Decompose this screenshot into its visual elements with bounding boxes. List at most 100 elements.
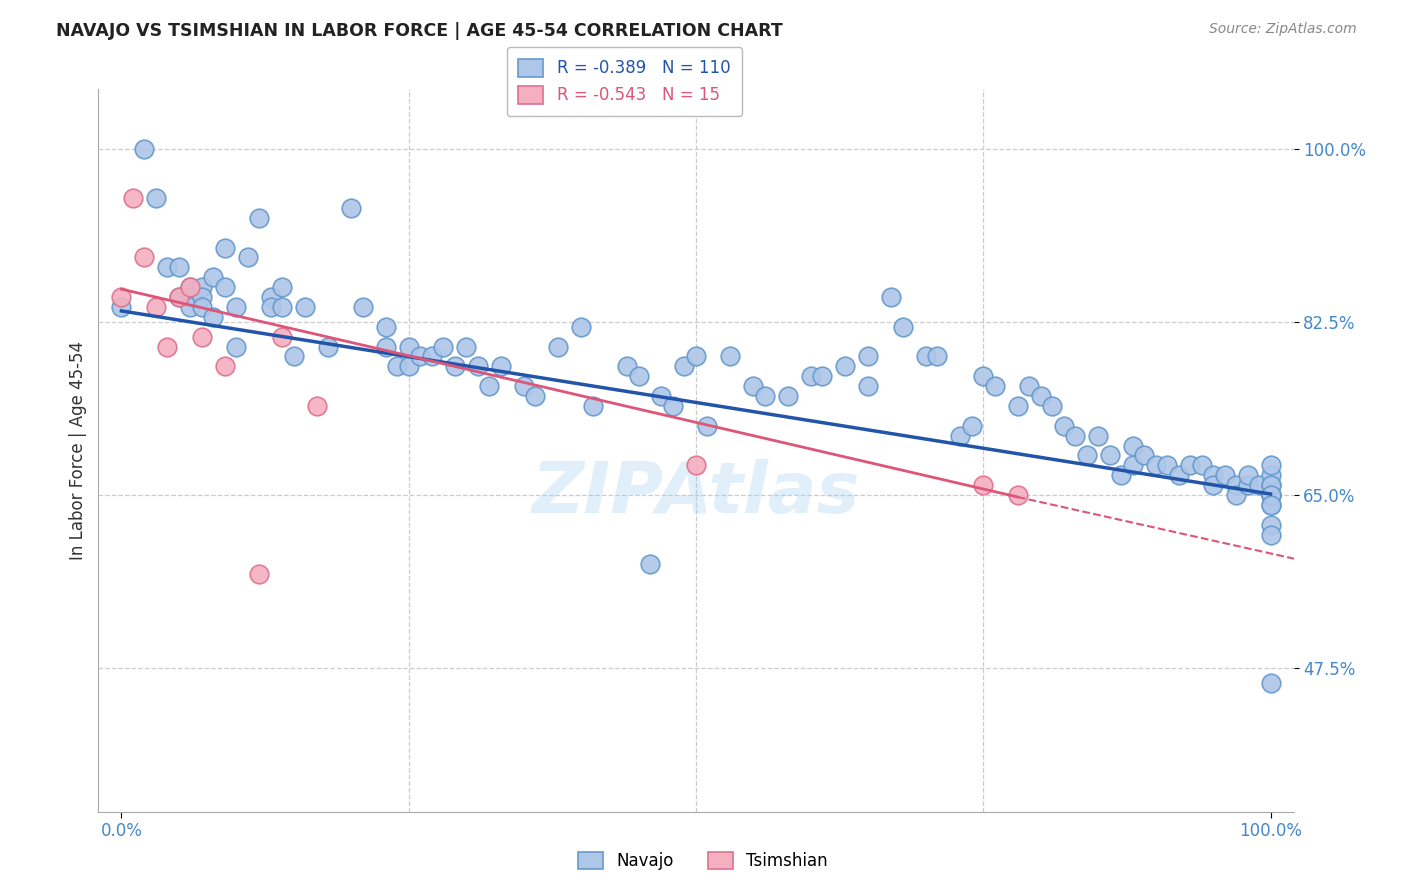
Point — [432, 339, 454, 353]
Point — [260, 290, 283, 304]
Point — [960, 418, 983, 433]
Point — [972, 478, 994, 492]
Point — [685, 458, 707, 473]
Point — [1225, 488, 1247, 502]
Point — [260, 300, 283, 314]
Point — [305, 399, 328, 413]
Point — [202, 310, 225, 324]
Point — [191, 280, 214, 294]
Point — [1098, 449, 1121, 463]
Point — [398, 339, 420, 353]
Point — [858, 350, 880, 364]
Point — [1178, 458, 1201, 473]
Point — [1260, 676, 1282, 690]
Point — [179, 290, 201, 304]
Point — [283, 350, 305, 364]
Point — [247, 567, 270, 582]
Point — [616, 359, 638, 374]
Point — [409, 350, 432, 364]
Point — [202, 270, 225, 285]
Point — [385, 359, 409, 374]
Point — [1260, 478, 1282, 492]
Point — [1040, 399, 1063, 413]
Point — [1202, 478, 1225, 492]
Point — [1064, 428, 1087, 442]
Point — [1109, 468, 1132, 483]
Point — [179, 280, 201, 294]
Point — [167, 290, 190, 304]
Point — [1260, 498, 1282, 512]
Point — [1018, 379, 1040, 393]
Point — [1087, 428, 1109, 442]
Point — [1260, 488, 1282, 502]
Point — [1260, 488, 1282, 502]
Point — [352, 300, 374, 314]
Point — [110, 290, 132, 304]
Point — [225, 339, 247, 353]
Point — [662, 399, 685, 413]
Point — [478, 379, 501, 393]
Point — [914, 350, 936, 364]
Point — [581, 399, 603, 413]
Point — [524, 389, 547, 403]
Point — [1260, 468, 1282, 483]
Point — [191, 290, 214, 304]
Point — [214, 359, 236, 374]
Point — [811, 369, 834, 384]
Point — [638, 558, 661, 572]
Point — [225, 300, 247, 314]
Point — [145, 300, 167, 314]
Point — [156, 260, 179, 275]
Point — [834, 359, 856, 374]
Point — [134, 142, 156, 156]
Point — [1260, 478, 1282, 492]
Point — [134, 251, 156, 265]
Text: Source: ZipAtlas.com: Source: ZipAtlas.com — [1209, 22, 1357, 37]
Point — [1260, 527, 1282, 541]
Point — [145, 191, 167, 205]
Point — [972, 369, 994, 384]
Point — [467, 359, 489, 374]
Point — [271, 280, 294, 294]
Point — [1144, 458, 1167, 473]
Point — [214, 241, 236, 255]
Point — [271, 329, 294, 343]
Point — [1236, 468, 1258, 483]
Point — [1122, 438, 1144, 452]
Point — [398, 359, 420, 374]
Point — [1260, 458, 1282, 473]
Point — [489, 359, 512, 374]
Point — [294, 300, 316, 314]
Point — [271, 300, 294, 314]
Point — [191, 329, 214, 343]
Point — [191, 300, 214, 314]
Point — [754, 389, 776, 403]
Point — [1053, 418, 1076, 433]
Point — [340, 201, 363, 215]
Point — [1202, 468, 1225, 483]
Point — [776, 389, 799, 403]
Point — [720, 350, 742, 364]
Point — [247, 211, 270, 225]
Point — [156, 339, 179, 353]
Point — [214, 280, 236, 294]
Point — [167, 260, 190, 275]
Point — [927, 350, 949, 364]
Point — [110, 300, 132, 314]
Point — [374, 319, 396, 334]
Point — [374, 339, 396, 353]
Point — [1122, 458, 1144, 473]
Point — [1213, 468, 1236, 483]
Point — [569, 319, 592, 334]
Point — [1167, 468, 1189, 483]
Point — [122, 191, 145, 205]
Point — [1260, 488, 1282, 502]
Point — [456, 339, 478, 353]
Point — [1076, 449, 1098, 463]
Point — [1191, 458, 1213, 473]
Point — [627, 369, 650, 384]
Point — [891, 319, 914, 334]
Point — [800, 369, 823, 384]
Point — [949, 428, 972, 442]
Point — [1007, 488, 1029, 502]
